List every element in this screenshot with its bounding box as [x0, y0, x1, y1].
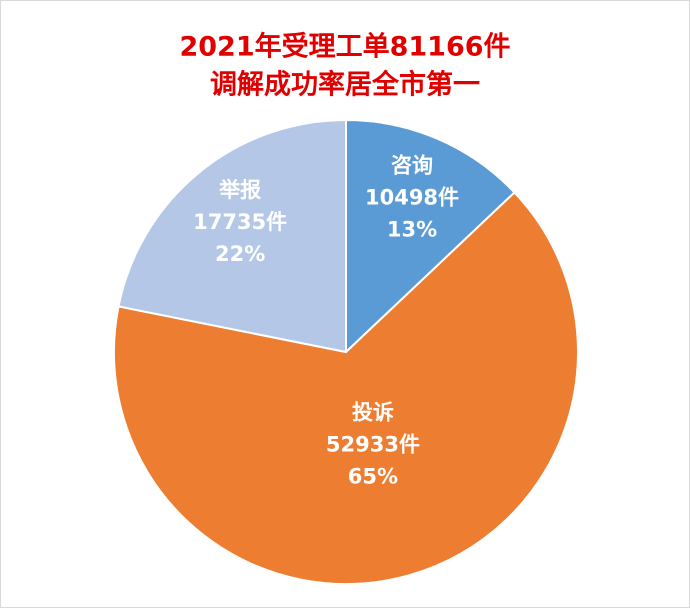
- chart-title: 2021年受理工单81166件: [179, 31, 510, 63]
- percent-label: 13%: [387, 218, 437, 242]
- value-label: 17735件: [193, 210, 287, 234]
- slice-label: 咨询: [391, 154, 433, 178]
- chart-title: 调解成功率居全市第一: [210, 69, 480, 101]
- slice-label: 投诉: [352, 401, 394, 425]
- value-label: 10498件: [365, 186, 459, 210]
- pie-slice: [117, 118, 347, 354]
- pie-slice: [113, 191, 579, 585]
- slice-label: 举报: [218, 178, 261, 202]
- value-label: 52933件: [326, 433, 420, 457]
- percent-label: 22%: [215, 242, 265, 266]
- pie-slice: [345, 118, 516, 355]
- percent-label: 65%: [348, 465, 398, 489]
